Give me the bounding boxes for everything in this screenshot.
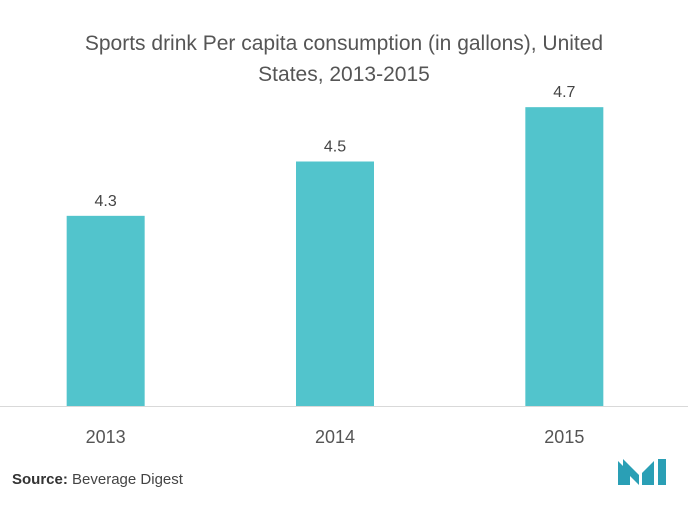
x-tick-label-2014: 2014 (315, 427, 355, 447)
data-label-2015: 4.7 (553, 84, 575, 101)
bar-2014 (296, 161, 374, 406)
chart-title-line-2: States, 2013-2015 (258, 63, 430, 86)
bar-2013 (66, 215, 145, 406)
data-label-2013: 4.3 (95, 193, 117, 210)
data-label-2014: 4.5 (324, 139, 346, 156)
mordor-intelligence-logo-icon (618, 459, 666, 485)
source-note: Source: Beverage Digest (12, 471, 183, 488)
chart-title-line-1: Sports drink Per capita consumption (in … (84, 32, 604, 55)
chart-title: Sports drink Per capita consumption (in … (0, 28, 688, 90)
source-text: Beverage Digest (72, 471, 183, 488)
x-tick-label-2015: 2015 (544, 427, 584, 447)
bar-2015 (525, 107, 604, 407)
x-tick-label-2013: 2013 (86, 427, 126, 447)
source-label: Source: (12, 471, 68, 488)
